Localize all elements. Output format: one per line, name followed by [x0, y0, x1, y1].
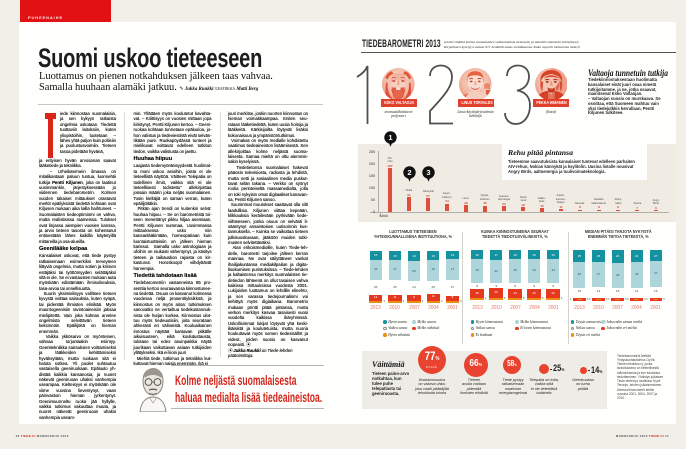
svg-text:2: 2 [407, 168, 411, 177]
svg-text:3: 3 [426, 168, 430, 177]
svg-text:1: 1 [388, 133, 392, 142]
